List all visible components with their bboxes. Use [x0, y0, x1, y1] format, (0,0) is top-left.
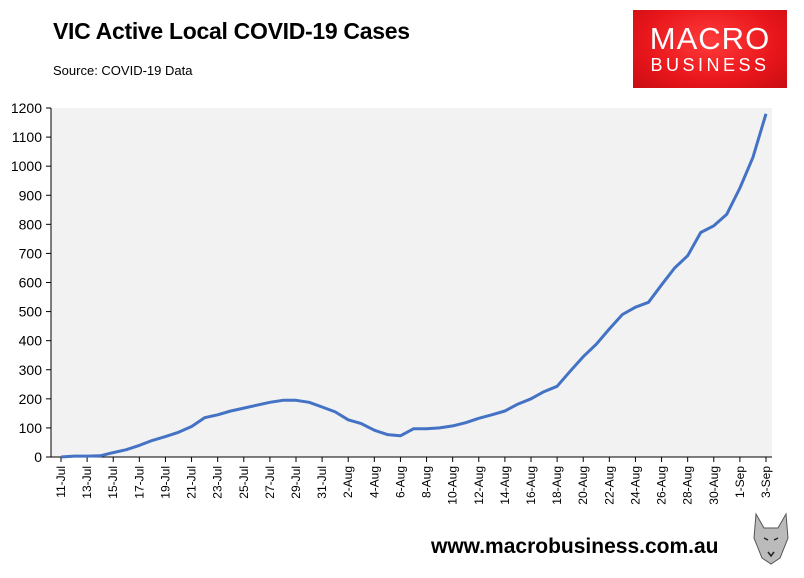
x-tick-label: 6-Aug — [393, 466, 407, 498]
y-tick-label: 600 — [19, 275, 43, 291]
x-tick-label: 26-Aug — [655, 466, 669, 505]
x-tick-label: 25-Jul — [237, 466, 251, 499]
wolf-logo — [748, 508, 794, 568]
x-tick-label: 22-Aug — [602, 466, 616, 505]
x-tick-label: 15-Jul — [106, 466, 120, 499]
y-tick-label: 200 — [19, 391, 43, 407]
x-tick-label: 1-Sep — [733, 466, 747, 498]
x-tick-label: 18-Aug — [550, 466, 564, 505]
y-tick-label: 0 — [34, 449, 42, 465]
logo-line2: BUSINESS — [650, 55, 770, 75]
x-tick-label: 19-Jul — [158, 466, 172, 499]
x-tick-label: 14-Aug — [498, 466, 512, 505]
x-tick-label: 30-Aug — [707, 466, 721, 505]
footer-url: www.macrobusiness.com.au — [431, 535, 719, 558]
x-tick-label: 2-Aug — [341, 466, 355, 498]
x-tick-label: 21-Jul — [185, 466, 199, 499]
x-tick-label: 13-Jul — [80, 466, 94, 499]
x-tick-label: 10-Aug — [446, 466, 460, 505]
y-tick-label: 800 — [19, 216, 43, 232]
x-tick-label: 24-Aug — [628, 466, 642, 505]
x-tick-label: 16-Aug — [524, 466, 538, 505]
series-line — [60, 113, 768, 459]
y-tick-label: 400 — [19, 333, 43, 349]
x-tick-label: 4-Aug — [367, 466, 381, 498]
y-tick-label: 500 — [19, 304, 43, 320]
x-axis: 11-Jul 13-Jul 15-Jul 17-Jul 19-Jul 21-Jul 23-J… — [51, 456, 773, 505]
y-tick-label: 1200 — [11, 100, 42, 116]
y-tick-label: 1100 — [12, 129, 42, 145]
logo-line1: MACRO — [649, 21, 771, 56]
x-tick-label: 23-Jul — [211, 466, 225, 499]
y-tick-label: 900 — [19, 187, 43, 203]
y-tick-label: 1000 — [11, 158, 42, 174]
y-tick-label: 700 — [19, 245, 43, 261]
x-tick-label: 17-Jul — [132, 466, 146, 499]
x-tick-label: 3-Sep — [759, 466, 773, 498]
chart-source: Source: COVID-19 Data — [53, 63, 193, 78]
y-tick-label: 100 — [19, 420, 43, 436]
x-tick-label: 29-Jul — [289, 466, 303, 499]
x-tick-label: 11-Jul — [54, 466, 68, 498]
x-tick-label: 27-Jul — [263, 466, 277, 499]
chart-title: VIC Active Local COVID-19 Cases — [53, 18, 410, 44]
plot-area — [51, 108, 772, 457]
y-axis: 0 100 200 300 400 500 600 700 800 900 1000 1100 1200 — [11, 100, 52, 465]
x-tick-label: 31-Jul — [315, 466, 329, 499]
macrobusiness-logo: MACRO BUSINESS — [633, 10, 787, 88]
x-tick-label: 28-Aug — [681, 466, 695, 505]
line-chart: 0 100 200 300 400 500 600 700 800 900 1000 1100 1200… — [11, 100, 773, 505]
x-tick-label: 20-Aug — [576, 466, 590, 505]
y-tick-label: 300 — [19, 362, 43, 378]
x-tick-label: 12-Aug — [472, 466, 486, 505]
x-tick-label: 8-Aug — [420, 466, 434, 498]
